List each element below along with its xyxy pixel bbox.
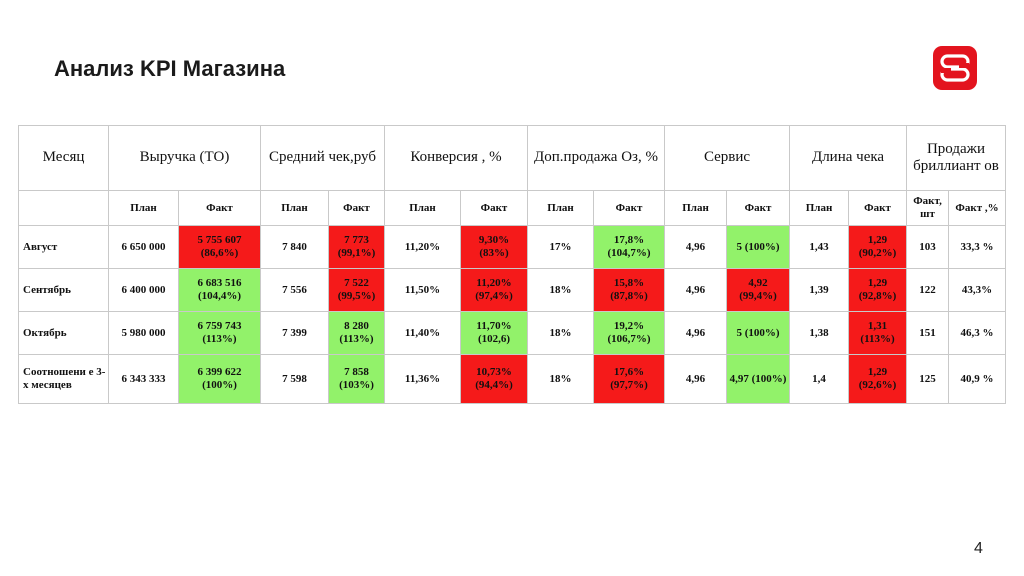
- data-cell: 19,2% (106,7%): [592, 311, 666, 355]
- data-cell: 6 650 000: [108, 225, 179, 269]
- data-cell: 46,3 %: [948, 311, 1006, 355]
- kpi-table: Месяц Выручка (ТО) Средний чек,руб Конве…: [18, 125, 1006, 404]
- data-cell: 7 858 (103%): [328, 354, 385, 404]
- data-cell: 17,8% (104,7%): [592, 225, 666, 269]
- page-number: 4: [974, 540, 983, 557]
- sub-header-cell: План: [527, 190, 594, 226]
- data-cell: 7 840: [260, 225, 329, 269]
- data-cell: 15,8% (87,8%): [592, 268, 666, 312]
- data-cell: 10,73% (94,4%): [460, 354, 528, 404]
- header-additional-sales: Доп.продажа Оз, %: [526, 125, 666, 191]
- data-cell: 1,38: [789, 311, 850, 355]
- data-cell: 4,96: [664, 311, 728, 355]
- data-cell: 8 280 (113%): [328, 311, 385, 355]
- month-cell: Сентябрь: [18, 268, 109, 312]
- header-revenue: Выручка (ТО): [108, 125, 261, 191]
- data-cell: 6 399 622 (100%): [178, 354, 261, 404]
- slide-title: Анализ KPI Магазина: [54, 56, 286, 81]
- table-row: Август 6 650 000 5 755 607 (86,6%) 7 840…: [18, 225, 1006, 269]
- sub-header-empty: [18, 190, 109, 226]
- header-conversion: Конверсия , %: [384, 125, 528, 191]
- data-cell: 7 522 (99,5%): [328, 268, 385, 312]
- data-cell: 11,70% (102,6): [460, 311, 528, 355]
- data-cell: 11,20% (97,4%): [460, 268, 528, 312]
- sub-header-cell: План: [260, 190, 329, 226]
- header-month: Месяц: [18, 125, 109, 191]
- data-cell: 4,97 (100%): [726, 354, 791, 404]
- data-cell: 1,29 (92,8%): [848, 268, 908, 312]
- data-cell: 5 (100%): [726, 225, 791, 269]
- sub-header-row: План Факт План Факт План Факт План Факт …: [18, 190, 1006, 226]
- data-cell: 1,31 (113%): [848, 311, 908, 355]
- data-cell: 9,30% (83%): [460, 225, 528, 269]
- sub-header-cell: Факт ,%: [948, 190, 1006, 226]
- data-cell: 6 400 000: [108, 268, 179, 312]
- sub-header-cell: Факт: [460, 190, 528, 226]
- data-cell: 1,43: [789, 225, 850, 269]
- data-cell: 5 980 000: [108, 311, 179, 355]
- table-row: Соотношени е 3-х месяцев 6 343 333 6 399…: [18, 354, 1006, 404]
- sub-header-cell: План: [664, 190, 728, 226]
- data-cell: 5 (100%): [726, 311, 791, 355]
- data-cell: 4,96: [664, 225, 728, 269]
- data-cell: 122: [906, 268, 950, 312]
- month-cell: Октябрь: [18, 311, 109, 355]
- data-cell: 18%: [527, 268, 594, 312]
- data-cell: 1,29 (92,6%): [848, 354, 908, 404]
- data-cell: 103: [906, 225, 950, 269]
- data-cell: 4,92 (99,4%): [726, 268, 791, 312]
- data-cell: 4,96: [664, 268, 728, 312]
- group-header-row: Месяц Выручка (ТО) Средний чек,руб Конве…: [18, 125, 1006, 191]
- data-cell: 1,39: [789, 268, 850, 312]
- sub-header-cell: Факт: [726, 190, 791, 226]
- header-service: Сервис: [664, 125, 791, 191]
- data-cell: 11,20%: [384, 225, 461, 269]
- data-cell: 43,3%: [948, 268, 1006, 312]
- data-cell: 18%: [527, 311, 594, 355]
- sub-header-cell: Факт, шт: [906, 190, 950, 226]
- data-cell: 11,40%: [384, 311, 461, 355]
- data-cell: 7 399: [260, 311, 329, 355]
- data-cell: 7 556: [260, 268, 329, 312]
- month-cell: Соотношени е 3-х месяцев: [18, 354, 109, 404]
- data-cell: 17,6% (97,7%): [592, 354, 666, 404]
- data-cell: 5 755 607 (86,6%): [178, 225, 261, 269]
- data-cell: 7 598: [260, 354, 329, 404]
- sub-header-cell: Факт: [178, 190, 261, 226]
- sub-header-cell: План: [108, 190, 179, 226]
- data-cell: 151: [906, 311, 950, 355]
- header-diamond-sales: Продажи бриллиант ов: [906, 125, 1006, 191]
- data-cell: 18%: [527, 354, 594, 404]
- sub-header-cell: План: [384, 190, 461, 226]
- sub-header-cell: Факт: [592, 190, 666, 226]
- data-cell: 6 759 743 (113%): [178, 311, 261, 355]
- sub-header-cell: План: [789, 190, 850, 226]
- data-cell: 11,50%: [384, 268, 461, 312]
- header-check-length: Длина чека: [789, 125, 908, 191]
- data-cell: 11,36%: [384, 354, 461, 404]
- data-cell: 1,29 (90,2%): [848, 225, 908, 269]
- month-cell: Август: [18, 225, 109, 269]
- brand-logo-icon: [933, 46, 977, 90]
- data-cell: 125: [906, 354, 950, 404]
- data-cell: 17%: [527, 225, 594, 269]
- data-cell: 33,3 %: [948, 225, 1006, 269]
- table-row: Сентябрь 6 400 000 6 683 516 (104,4%) 7 …: [18, 268, 1006, 312]
- sub-header-cell: Факт: [328, 190, 385, 226]
- header-average-check: Средний чек,руб: [260, 125, 385, 191]
- data-cell: 7 773 (99,1%): [328, 225, 385, 269]
- sub-header-cell: Факт: [848, 190, 908, 226]
- data-cell: 4,96: [664, 354, 728, 404]
- data-cell: 40,9 %: [948, 354, 1006, 404]
- data-cell: 1,4: [789, 354, 850, 404]
- data-cell: 6 683 516 (104,4%): [178, 268, 261, 312]
- table-row: Октябрь 5 980 000 6 759 743 (113%) 7 399…: [18, 311, 1006, 355]
- data-cell: 6 343 333: [108, 354, 179, 404]
